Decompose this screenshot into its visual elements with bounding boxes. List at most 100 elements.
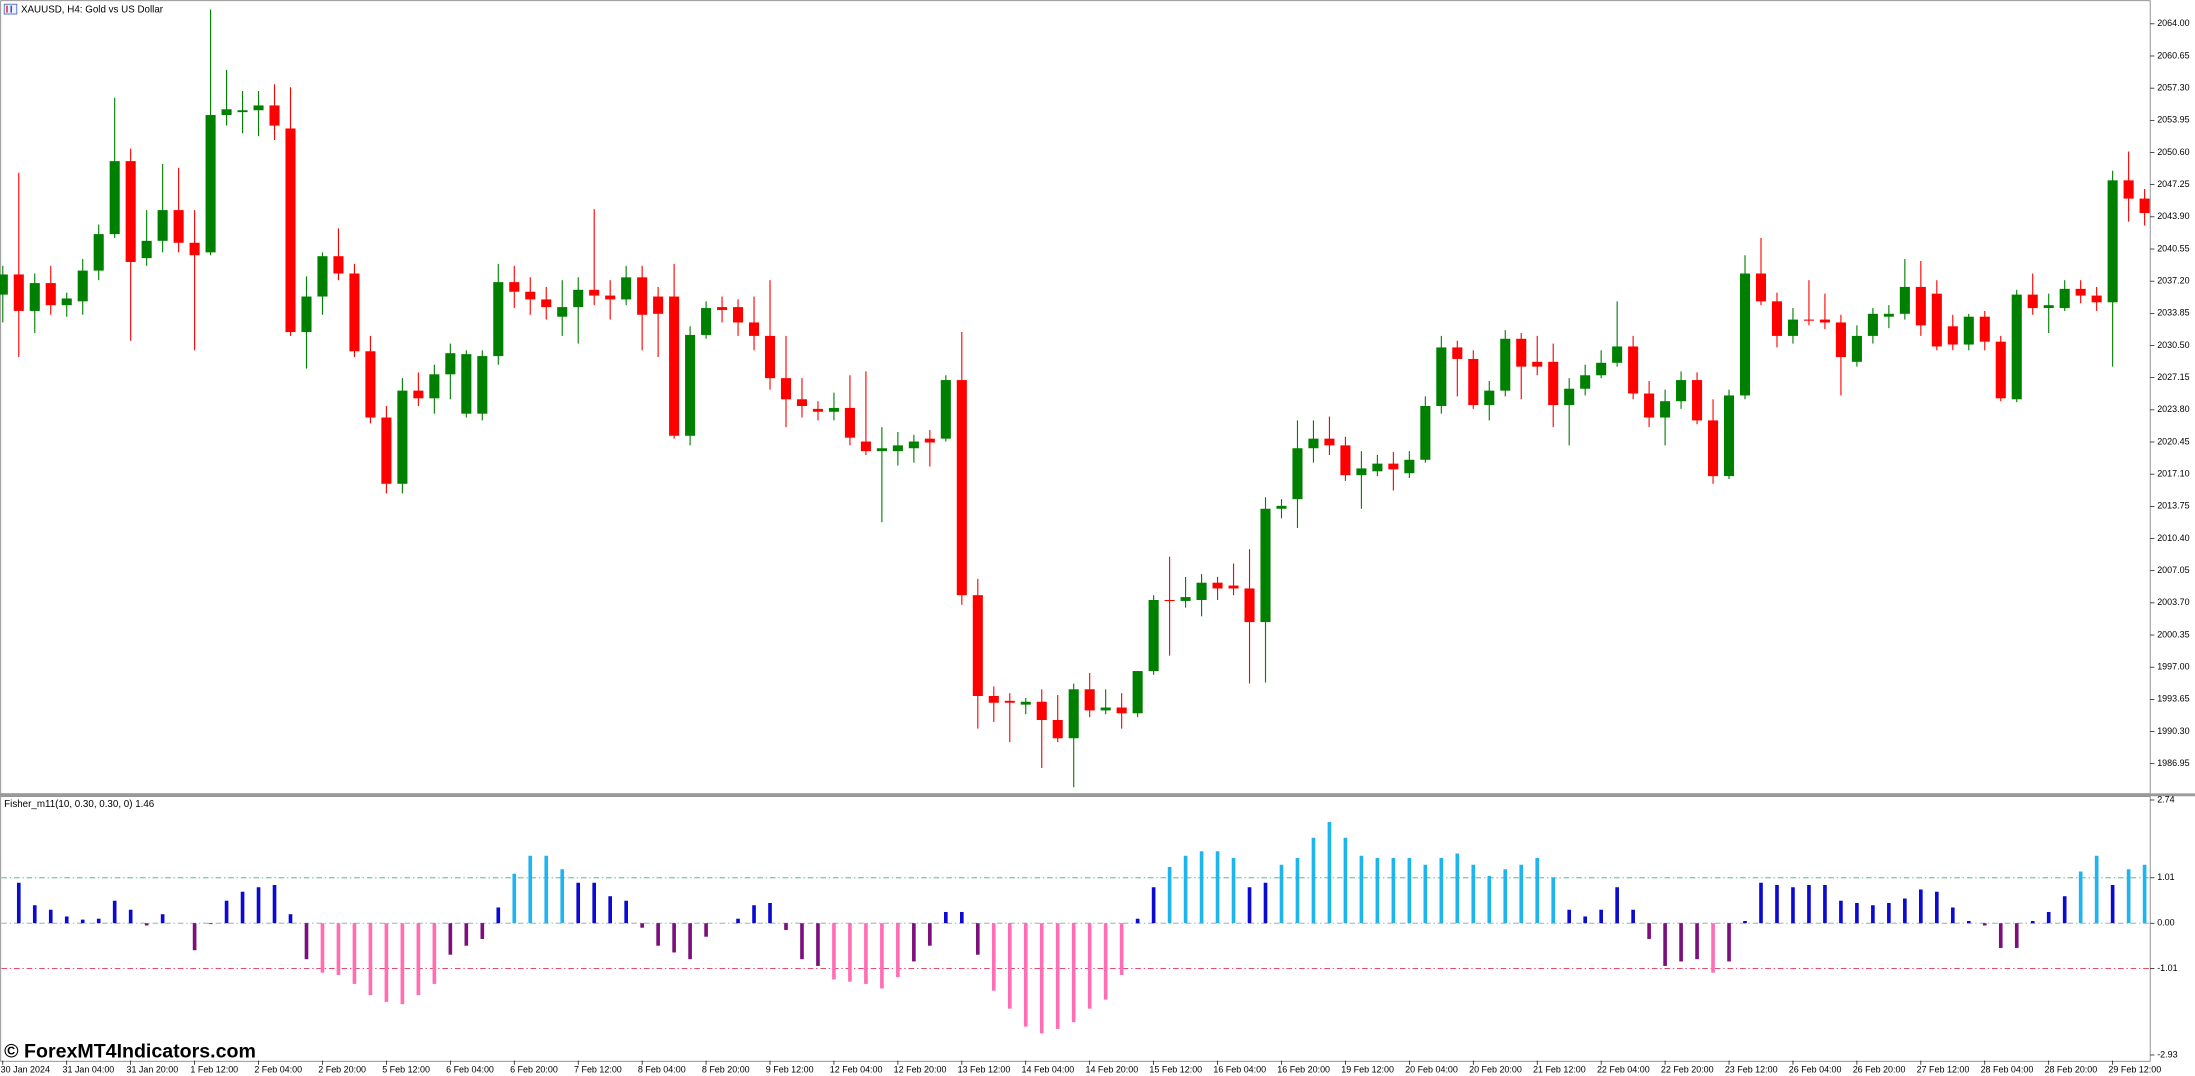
candle-body: [1931, 293, 1942, 347]
candle-body: [1979, 316, 1990, 342]
histogram-bar: [1279, 864, 1284, 924]
candle-body: [397, 390, 408, 484]
histogram-bar: [2062, 896, 2067, 924]
x-tick-label: 22 Feb 04:00: [1597, 1065, 1650, 1075]
histogram-bar: [2142, 864, 2147, 924]
y-tick-label: 2037.20: [2157, 276, 2189, 286]
candle-body: [269, 105, 280, 126]
x-tick-label: 22 Feb 20:00: [1661, 1065, 1714, 1075]
candle-body: [1388, 463, 1399, 470]
y-tick-label: 1986.95: [2157, 758, 2189, 768]
candle-body: [1835, 322, 1846, 358]
histogram-bar: [1199, 851, 1204, 924]
candle-body: [1292, 448, 1303, 500]
candle-body: [1867, 313, 1878, 336]
candle-body: [1899, 286, 1910, 314]
histogram-bar: [1551, 877, 1556, 924]
histogram-bar: [352, 923, 357, 984]
candle-body: [413, 390, 424, 399]
candle-body: [764, 335, 776, 379]
histogram-bar: [576, 882, 581, 924]
candle-body: [1180, 597, 1191, 601]
y-tick-label: 2060.65: [2157, 50, 2189, 60]
candle-body: [589, 289, 600, 296]
histogram-bar: [1982, 923, 1987, 926]
y-tick-label: 2020.45: [2157, 436, 2189, 446]
watermark: © ForexMT4Indicators.com: [4, 1040, 256, 1062]
candle-body: [1947, 326, 1958, 345]
histogram-bar: [800, 923, 804, 960]
candle-body: [653, 296, 664, 314]
x-tick-label: 14 Feb 20:00: [1085, 1065, 1138, 1075]
histogram-bar: [1791, 887, 1795, 924]
y-tick-label: 2053.95: [2157, 115, 2189, 125]
candle-body: [1228, 585, 1239, 589]
histogram-bar: [256, 887, 261, 924]
histogram-bar: [1407, 858, 1412, 924]
y-tick-label: 2050.60: [2157, 147, 2189, 157]
histogram-bar: [432, 923, 437, 984]
histogram-bar: [544, 855, 549, 924]
histogram-bar: [752, 905, 756, 924]
candle-body: [1404, 459, 1415, 474]
candle-body: [1548, 361, 1559, 406]
candle-body: [828, 407, 839, 412]
histogram-bar: [1839, 900, 1843, 924]
candle-body: [1596, 362, 1607, 376]
histogram-bar: [224, 900, 229, 924]
candle-body: [812, 408, 824, 412]
candle-body: [365, 351, 376, 418]
histogram-bar: [656, 923, 660, 946]
candle-body: [1676, 380, 1687, 402]
candle-body: [1356, 468, 1367, 476]
candle-body: [477, 356, 488, 414]
candle-body: [1372, 463, 1383, 472]
candle-body: [1052, 720, 1063, 739]
candle-body: [573, 289, 584, 308]
histogram-bar: [368, 923, 373, 996]
candle-body: [1036, 701, 1047, 721]
x-tick-label: 27 Feb 12:00: [1917, 1065, 1970, 1075]
histogram-bar: [1023, 923, 1028, 1027]
candle-body: [1628, 346, 1639, 394]
histogram-bar: [1391, 858, 1396, 924]
candle-body: [796, 399, 808, 407]
histogram-bar: [1071, 923, 1076, 1023]
x-tick-label: 5 Feb 12:00: [382, 1065, 430, 1075]
candle-body: [221, 109, 232, 116]
candle-body: [93, 234, 104, 271]
candle-body: [1723, 395, 1735, 477]
candle-body: [605, 295, 616, 300]
histogram-bar: [144, 923, 149, 926]
candle-body: [1004, 700, 1015, 703]
indicator-panel-frame: [0, 796, 2151, 1062]
y-tick-label: 2013.75: [2157, 501, 2189, 511]
histogram-bar: [272, 884, 277, 924]
candle-body: [1787, 319, 1799, 336]
histogram-bar: [560, 869, 565, 924]
candle-body: [1580, 375, 1591, 389]
candle-body: [493, 282, 504, 357]
histogram-bar: [1327, 822, 1332, 924]
y-tick-label: 1.01: [2157, 872, 2174, 882]
histogram-bar: [1823, 884, 1827, 924]
histogram-bar: [1167, 867, 1172, 924]
histogram-bar: [959, 911, 964, 924]
x-tick-label: 28 Feb 04:00: [1981, 1065, 2034, 1075]
candle-body: [381, 417, 392, 484]
histogram-bar: [32, 905, 37, 924]
y-tick-label: 2027.15: [2157, 372, 2189, 382]
candle-body: [1196, 582, 1207, 600]
histogram-bar: [1855, 902, 1859, 924]
candle-body: [13, 274, 24, 311]
histogram-bar: [1359, 855, 1364, 924]
candle-body: [669, 296, 680, 436]
y-tick-label: 1993.65: [2157, 694, 2189, 704]
candle-body: [445, 353, 456, 375]
candle-body: [1995, 341, 2006, 399]
histogram-bar: [320, 923, 325, 973]
histogram-bar: [991, 923, 996, 991]
candle-body: [2123, 180, 2134, 199]
